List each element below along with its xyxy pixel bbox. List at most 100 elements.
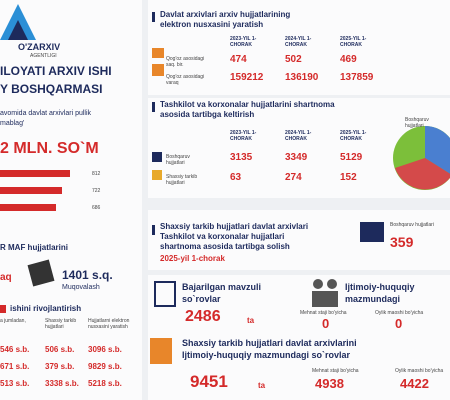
unit: ta bbox=[247, 316, 255, 325]
label: Oylik maoshi bo'yicha bbox=[395, 368, 444, 374]
row-label: Shaxsiy tarkib hujjatlari bbox=[166, 174, 198, 186]
cell: 5218 s.b. bbox=[88, 379, 122, 388]
accent bbox=[152, 12, 155, 22]
label: Oylik maoshi bo'yicha bbox=[375, 310, 424, 316]
folder-icon bbox=[152, 48, 164, 58]
heading: Tashkilot va korxonalar hujjatlarini sha… bbox=[160, 100, 335, 109]
row-label: Qog'oz asosidagi varaq bbox=[166, 74, 205, 86]
building-icon bbox=[150, 338, 172, 364]
value: 9451 bbox=[190, 372, 228, 391]
heading: R MAF hujjatlarini bbox=[0, 243, 68, 252]
heading: shartnoma asosida tartibga solish bbox=[160, 242, 290, 251]
people-icon bbox=[313, 279, 323, 289]
heading: Ijtimoiy-huquqiy bbox=[345, 282, 415, 292]
folder-icon bbox=[152, 64, 164, 76]
bar-label: 812 bbox=[92, 171, 101, 177]
heading: mazmundagi bbox=[345, 294, 401, 304]
doc-icon bbox=[152, 152, 162, 162]
value: aq bbox=[0, 272, 12, 283]
people-icon bbox=[327, 279, 337, 289]
doc-icon bbox=[154, 281, 176, 307]
heading: Ijtimoiy-huquqiy mazmundagi so`rovlar bbox=[182, 350, 351, 360]
value: 274 bbox=[285, 172, 302, 183]
value: 4938 bbox=[315, 376, 344, 391]
value: 359 bbox=[390, 234, 414, 250]
column-header: 2024-YIL 1-CHORAK bbox=[285, 36, 312, 48]
row-label: Qog'oz asosidagi saq. bir. bbox=[166, 56, 205, 68]
cell: 513 s.b. bbox=[0, 379, 30, 388]
text: avomida davlat arxivlari pullik bbox=[0, 110, 92, 117]
column-header: 2023-YIL 1-CHORAK bbox=[230, 130, 257, 142]
value: 63 bbox=[230, 172, 242, 183]
value: 3349 bbox=[285, 152, 308, 163]
column-header: 2025-YIL 1-CHORAK bbox=[340, 36, 367, 48]
heading: Davlat arxivlari arxiv hujjatlarining bbox=[160, 10, 291, 19]
heading: Bajarilgan mavzuli bbox=[182, 282, 262, 292]
cell: 671 s.b. bbox=[0, 362, 30, 371]
title: Y BOSHQARMASI bbox=[0, 82, 103, 96]
bar bbox=[0, 187, 62, 194]
heading: Shaxsiy tarkib hujjatlari davlat arxivla… bbox=[160, 222, 309, 231]
accent bbox=[0, 305, 6, 313]
column-header: 2025-YIL 1-CHORAK bbox=[340, 130, 367, 142]
value: 152 bbox=[340, 172, 357, 183]
heading: Tashkilot va korxonalar hujjatlari bbox=[160, 232, 285, 241]
heading: elektron nusxasini yaratish bbox=[160, 20, 264, 29]
column-header: a jumladan, bbox=[0, 318, 26, 324]
title: ILOYATI ARXIV ISHI bbox=[0, 64, 112, 78]
bar bbox=[0, 170, 70, 177]
value: 469 bbox=[340, 54, 357, 65]
text: mablag' bbox=[0, 120, 25, 127]
unit: ta bbox=[258, 381, 266, 390]
panel bbox=[148, 210, 450, 270]
value: 2486 bbox=[185, 308, 221, 325]
bar bbox=[0, 204, 56, 211]
cell: 546 s.b. bbox=[0, 345, 30, 354]
value: 3135 bbox=[230, 152, 253, 163]
accent bbox=[152, 102, 155, 112]
value: 1401 s.q. bbox=[62, 268, 113, 282]
value: 159212 bbox=[230, 72, 264, 83]
people-icon bbox=[312, 291, 338, 307]
bar-label: 686 bbox=[92, 205, 101, 211]
left-panel bbox=[0, 0, 142, 400]
logo-icon bbox=[8, 20, 28, 40]
value: 5129 bbox=[340, 152, 363, 163]
pie bbox=[395, 158, 450, 190]
value: 0 bbox=[395, 316, 403, 331]
cell: 3096 s.b. bbox=[88, 345, 122, 354]
cell: 379 s.b. bbox=[45, 362, 75, 371]
column-header: Shaxsiy tarkib hujjatlari bbox=[45, 318, 77, 330]
label: Mehnat staji bo'yicha bbox=[312, 368, 359, 374]
period: 2025-yil 1-chorak bbox=[160, 254, 225, 263]
cell: 3338 s.b. bbox=[45, 379, 79, 388]
label: Boshqaruv hujjatlari bbox=[390, 222, 434, 228]
column-header: 2023-YIL 1-CHORAK bbox=[230, 36, 257, 48]
value: 0 bbox=[322, 316, 330, 331]
row-label: Boshqaruv hujjatlari bbox=[166, 154, 190, 166]
heading: ishini rivojlantirish bbox=[10, 304, 82, 313]
value: 4422 bbox=[400, 376, 429, 391]
value: 137859 bbox=[340, 72, 374, 83]
logo-tagline: AGENTLIGI bbox=[30, 53, 57, 59]
doc-icon bbox=[152, 170, 162, 180]
heading: asosida tartibga keltirish bbox=[160, 110, 255, 119]
cell: 9829 s.b. bbox=[88, 362, 122, 371]
accent bbox=[152, 225, 155, 235]
panel bbox=[148, 275, 450, 400]
column-header: Hujjatlarni elektron nusxasini yaratish bbox=[88, 318, 130, 330]
total: 2 MLN. SO`M bbox=[0, 140, 99, 157]
logo-name: O'ZARXIV bbox=[18, 42, 61, 52]
heading: Shaxsiy tarkib hujjatlari davlat arxivla… bbox=[182, 338, 357, 348]
label: Mehnat staji bo'yicha bbox=[300, 310, 347, 316]
panel bbox=[148, 0, 450, 95]
pie bbox=[425, 126, 450, 174]
label: Muqovalash bbox=[62, 284, 100, 291]
cell: 506 s.b. bbox=[45, 345, 75, 354]
value: 502 bbox=[285, 54, 302, 65]
value: 136190 bbox=[285, 72, 319, 83]
heading: so`rovlar bbox=[182, 294, 221, 304]
book-icon bbox=[27, 259, 55, 287]
